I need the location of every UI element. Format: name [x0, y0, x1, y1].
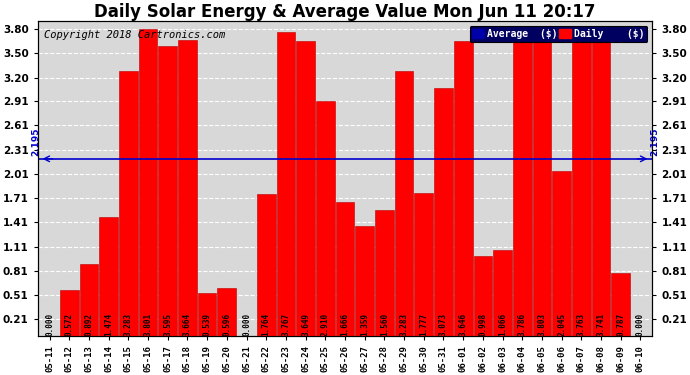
- Bar: [277, 32, 295, 336]
- Text: 1.560: 1.560: [380, 312, 389, 336]
- Bar: [611, 273, 630, 336]
- Text: 0.000: 0.000: [45, 312, 54, 336]
- Text: 2.195: 2.195: [31, 127, 40, 156]
- Text: 1.474: 1.474: [104, 312, 113, 336]
- Bar: [454, 42, 473, 336]
- Text: 0.998: 0.998: [478, 312, 487, 336]
- Bar: [355, 226, 374, 336]
- Title: Daily Solar Energy & Average Value Mon Jun 11 20:17: Daily Solar Energy & Average Value Mon J…: [95, 3, 595, 21]
- Bar: [375, 210, 394, 336]
- Text: 3.283: 3.283: [124, 312, 132, 336]
- Text: 3.664: 3.664: [183, 312, 192, 336]
- Text: 0.596: 0.596: [222, 312, 231, 336]
- Text: 2.045: 2.045: [558, 312, 566, 336]
- Bar: [119, 71, 138, 336]
- Text: 3.767: 3.767: [282, 312, 290, 336]
- Text: 3.786: 3.786: [518, 312, 526, 336]
- Bar: [572, 32, 591, 336]
- Bar: [217, 288, 236, 336]
- Text: 1.764: 1.764: [262, 312, 270, 336]
- Text: 3.801: 3.801: [144, 312, 152, 336]
- Bar: [316, 101, 335, 336]
- Bar: [592, 34, 611, 336]
- Text: 1.066: 1.066: [498, 312, 507, 336]
- Text: 3.646: 3.646: [459, 312, 468, 336]
- Text: 0.000: 0.000: [242, 312, 251, 336]
- Bar: [473, 256, 492, 336]
- Bar: [493, 250, 512, 336]
- Text: 0.892: 0.892: [84, 312, 93, 336]
- Bar: [257, 194, 275, 336]
- Bar: [198, 293, 217, 336]
- Text: 3.073: 3.073: [439, 312, 448, 336]
- Bar: [139, 29, 157, 336]
- Bar: [178, 40, 197, 336]
- Bar: [533, 29, 551, 336]
- Text: 1.359: 1.359: [360, 312, 369, 336]
- Text: 3.283: 3.283: [400, 312, 408, 336]
- Text: 0.539: 0.539: [203, 312, 212, 336]
- Text: 0.572: 0.572: [65, 312, 74, 336]
- Bar: [99, 217, 118, 336]
- Bar: [395, 71, 413, 336]
- Text: 3.803: 3.803: [538, 312, 546, 336]
- Text: 1.666: 1.666: [340, 312, 350, 336]
- Text: 3.649: 3.649: [301, 312, 310, 336]
- Text: 2.910: 2.910: [321, 312, 330, 336]
- Text: Copyright 2018 Cartronics.com: Copyright 2018 Cartronics.com: [44, 30, 225, 40]
- Text: 3.763: 3.763: [577, 312, 586, 336]
- Bar: [335, 202, 355, 336]
- Bar: [434, 88, 453, 336]
- Legend: Average  ($), Daily    ($): Average ($), Daily ($): [469, 26, 647, 42]
- Bar: [296, 41, 315, 336]
- Text: 0.787: 0.787: [616, 312, 625, 336]
- Bar: [158, 46, 177, 336]
- Text: 3.741: 3.741: [597, 312, 606, 336]
- Text: 3.595: 3.595: [164, 312, 172, 336]
- Bar: [415, 193, 433, 336]
- Text: 0.000: 0.000: [636, 312, 645, 336]
- Bar: [60, 290, 79, 336]
- Bar: [552, 171, 571, 336]
- Text: 1.777: 1.777: [420, 312, 428, 336]
- Bar: [513, 30, 532, 336]
- Bar: [79, 264, 98, 336]
- Text: 2.195: 2.195: [650, 127, 659, 156]
